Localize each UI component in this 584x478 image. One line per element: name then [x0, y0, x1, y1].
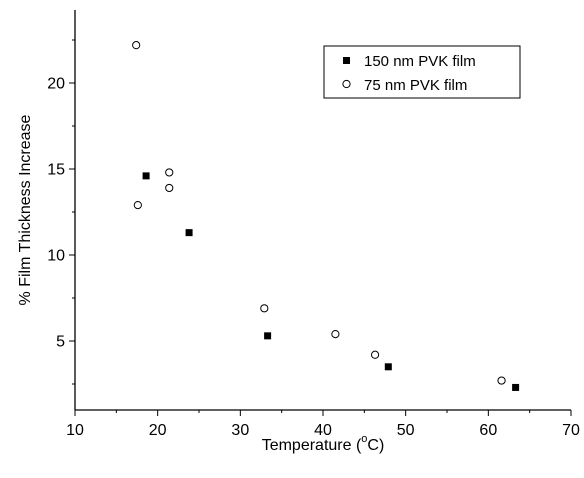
x-tick-label: 50 — [397, 422, 415, 439]
legend-marker-filled-square — [343, 57, 350, 64]
data-point-series-2 — [165, 183, 174, 193]
y-tick-label: 10 — [47, 248, 65, 265]
data-point-series-2 — [132, 41, 141, 50]
legend-label-series-1: 150 nm PVK film — [364, 53, 476, 70]
x-tick-label: 20 — [149, 422, 167, 439]
major-ticks — [69, 82, 572, 416]
legend-label-series-2: 75 nm PVK film — [364, 77, 467, 94]
data-points — [132, 41, 520, 391]
y-tick-label: 15 — [47, 162, 65, 179]
data-point-series-1 — [185, 229, 193, 237]
legend: 150 nm PVK film 75 nm PVK film — [323, 45, 521, 99]
x-axis-title: Temperature (oC) — [262, 433, 385, 454]
data-point-series-2 — [260, 304, 269, 313]
data-point-series-1 — [512, 383, 520, 391]
x-tick-label: 10 — [66, 422, 84, 439]
x-tick-label: 60 — [479, 422, 497, 439]
y-tick-label: 20 — [47, 76, 65, 93]
y-axis-title: % Film Thickness Increase — [17, 114, 34, 305]
y-tick-label: 5 — [56, 334, 65, 351]
legend-box — [323, 45, 521, 99]
x-tick-label: 30 — [231, 422, 249, 439]
x-tick-label: 70 — [562, 422, 580, 439]
data-point-series-1 — [264, 332, 272, 340]
data-point-series-1 — [384, 363, 392, 371]
tick-labels: 10 20 30 40 50 60 70 5 10 15 20 — [47, 76, 580, 440]
data-point-series-2 — [165, 168, 174, 177]
x-tick-label: 40 — [314, 422, 332, 439]
data-point-series-2 — [133, 201, 142, 210]
data-point-series-1 — [142, 172, 150, 180]
data-point-series-2 — [370, 350, 380, 359]
data-point-series-2 — [497, 376, 506, 385]
data-point-series-2 — [331, 330, 340, 339]
legend-marker-open-circle — [342, 79, 351, 89]
